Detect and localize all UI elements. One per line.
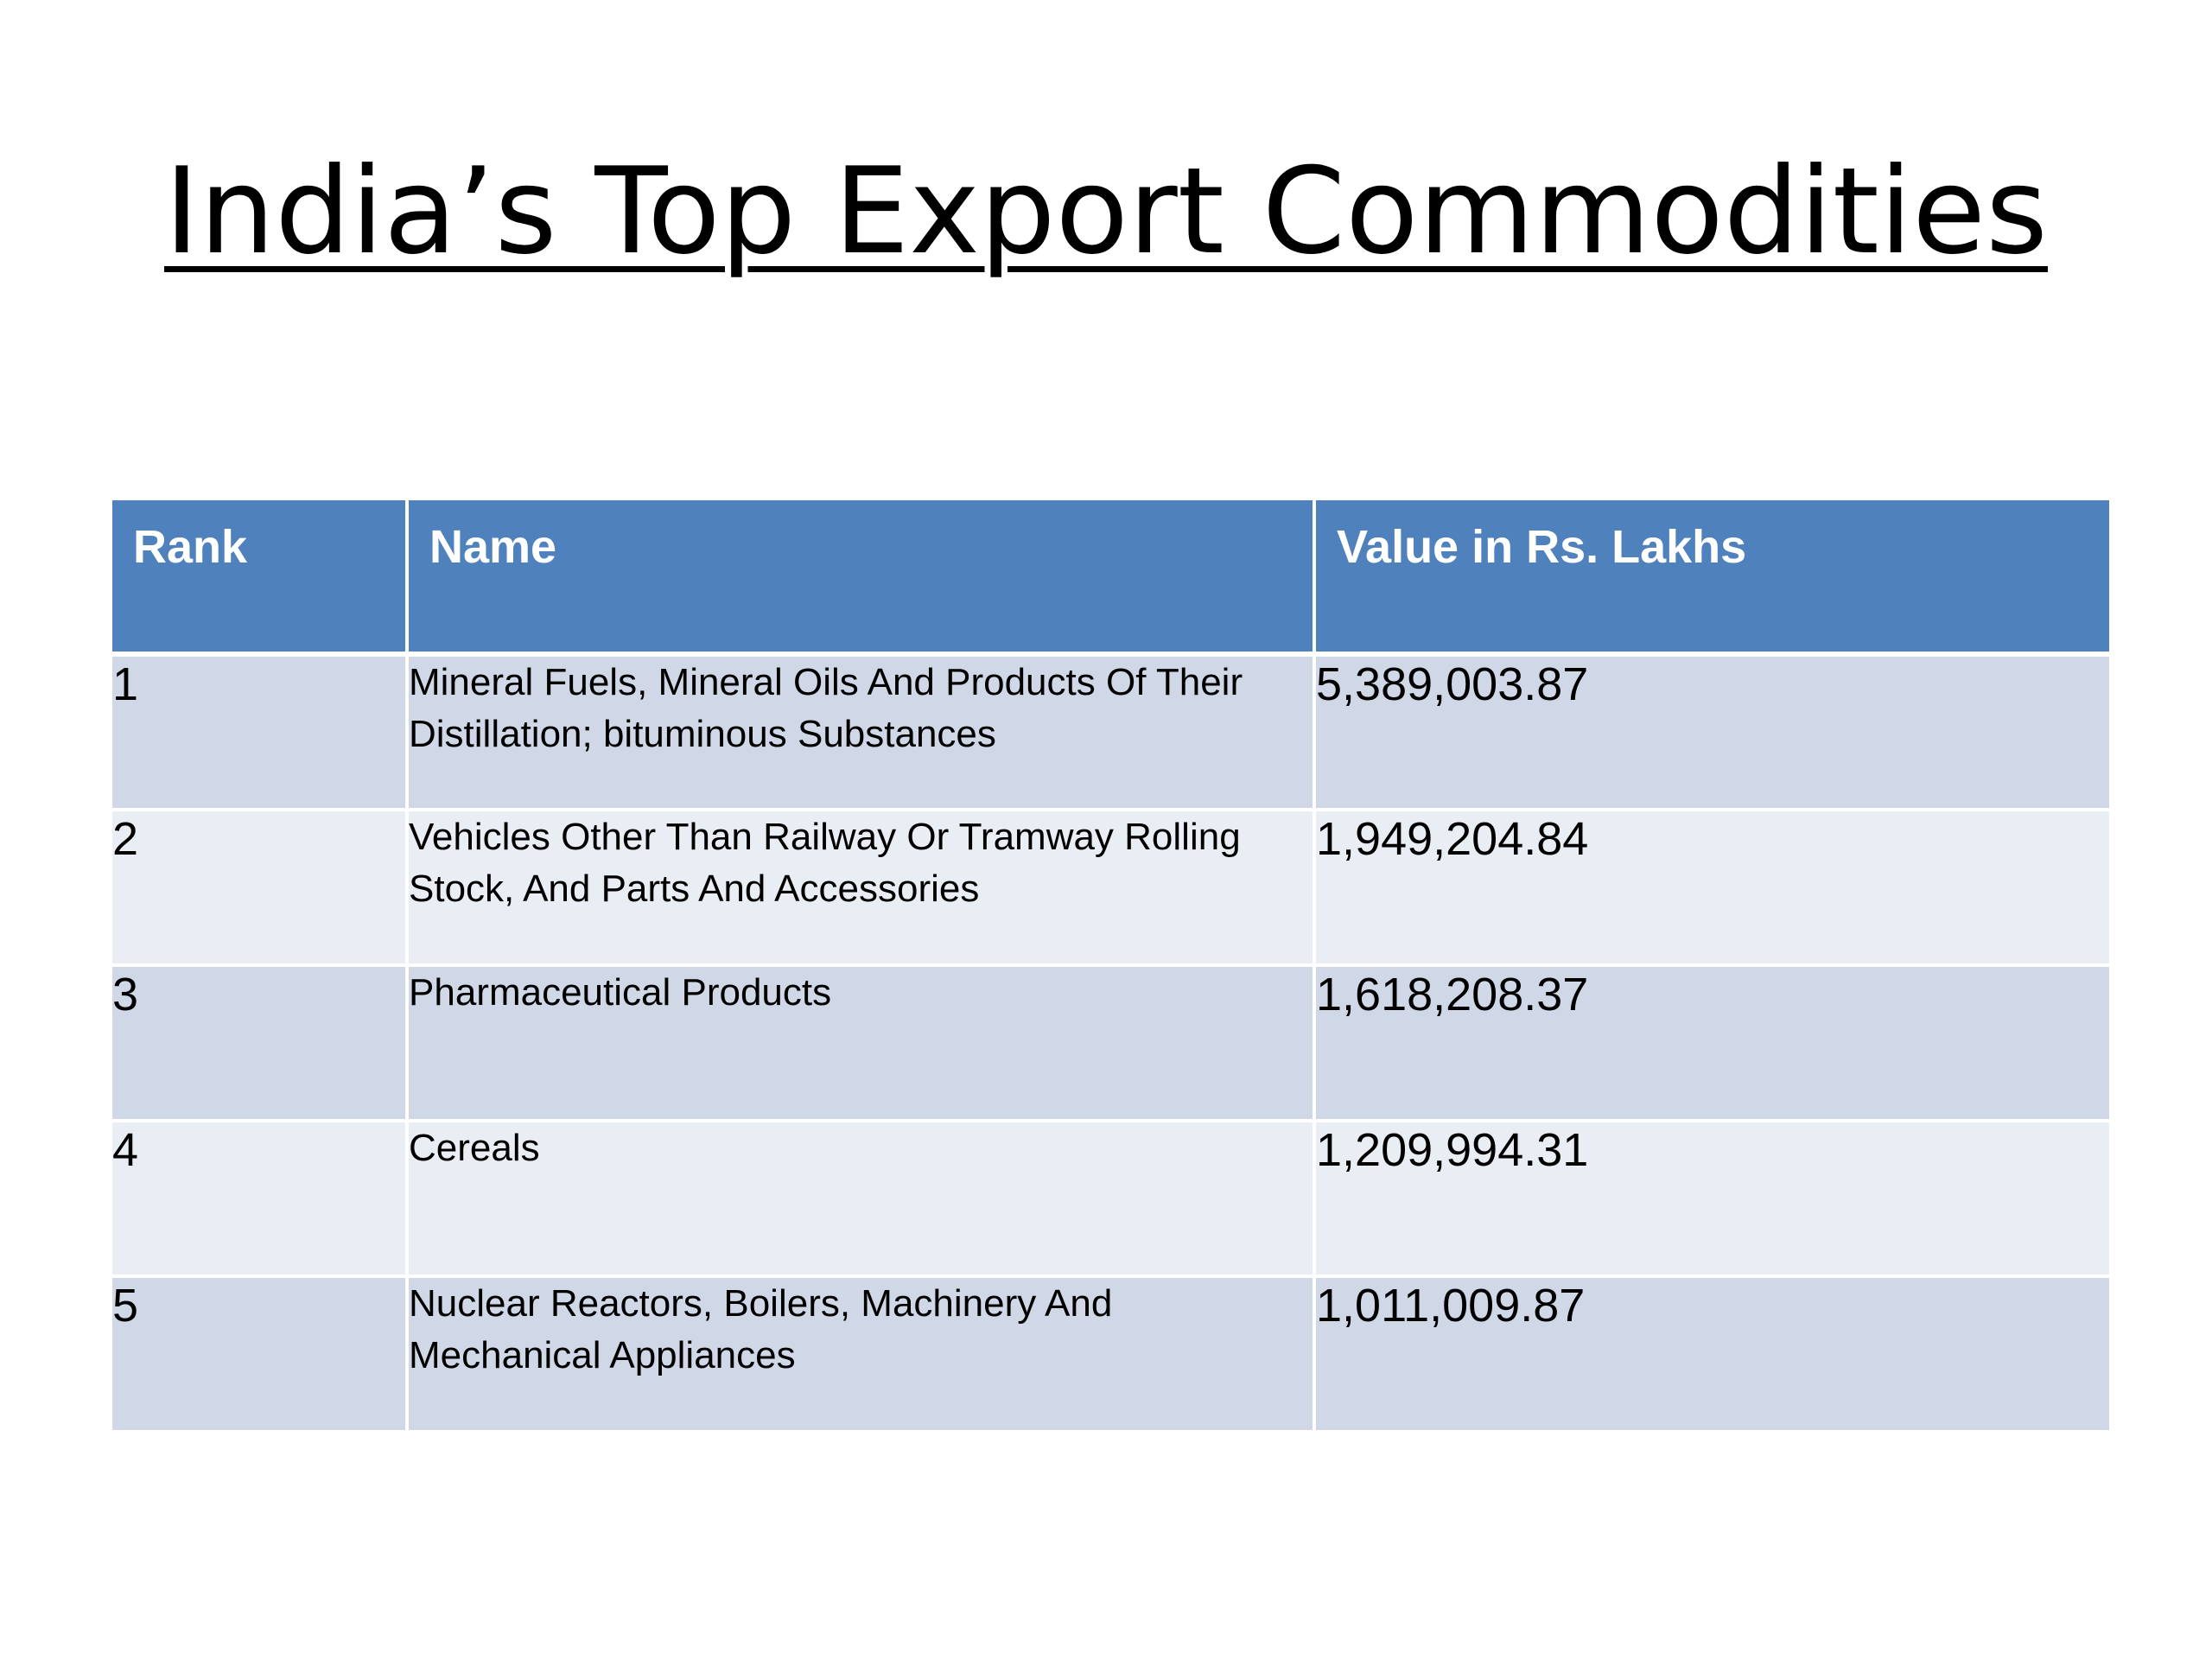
table-row: 5 Nuclear Reactors, Boilers, Machinery A… [112, 1276, 2109, 1432]
table-header: Rank Name Value in Rs. Lakhs [112, 500, 2109, 657]
name-cell: Vehicles Other Than Railway Or Tramway R… [407, 810, 1316, 965]
value-cell: 1,209,994.31 [1316, 1124, 1589, 1176]
name-cell: Mineral Fuels, Mineral Oils And Products… [407, 654, 1316, 810]
rank-cell: 3 [112, 965, 409, 1121]
value-cell: 5,389,003.87 [1316, 658, 1589, 710]
table-row: 2 Vehicles Other Than Railway Or Tramway… [112, 810, 2109, 965]
rank-cell: 5 [112, 1276, 409, 1432]
table-header-row: Rank Name Value in Rs. Lakhs [112, 500, 2109, 657]
value-cell: 1,011,009.87 [1316, 1280, 1586, 1332]
rank-cell: 2 [112, 810, 409, 965]
value-cell: 1,949,204.84 [1316, 813, 1589, 865]
rank-cell: 4 [112, 1121, 409, 1276]
value-cell: 1,618,208.37 [1316, 969, 1589, 1020]
slide-title: India’s Top Export Commodities [164, 142, 2048, 281]
name-cell: Nuclear Reactors, Boilers, Machinery And… [407, 1276, 1316, 1432]
header-value: Value in Rs. Lakhs [1314, 500, 2109, 657]
table-row: 4 Cereals 1,209,994.31 [112, 1121, 2109, 1276]
header-name: Name [407, 500, 1316, 657]
export-commodities-table: Rank Name Value in Rs. Lakhs 1 Mineral F… [112, 500, 2109, 1433]
table-body: 1 Mineral Fuels, Mineral Oils And Produc… [112, 654, 2109, 1432]
name-cell: Cereals [407, 1121, 1316, 1276]
rank-cell: 1 [112, 654, 409, 810]
table-row: 3 Pharmaceutical Products 1,618,208.37 [112, 965, 2109, 1121]
name-cell: Pharmaceutical Products [407, 965, 1316, 1121]
table-row: 1 Mineral Fuels, Mineral Oils And Produc… [112, 654, 2109, 810]
header-rank: Rank [112, 500, 409, 657]
